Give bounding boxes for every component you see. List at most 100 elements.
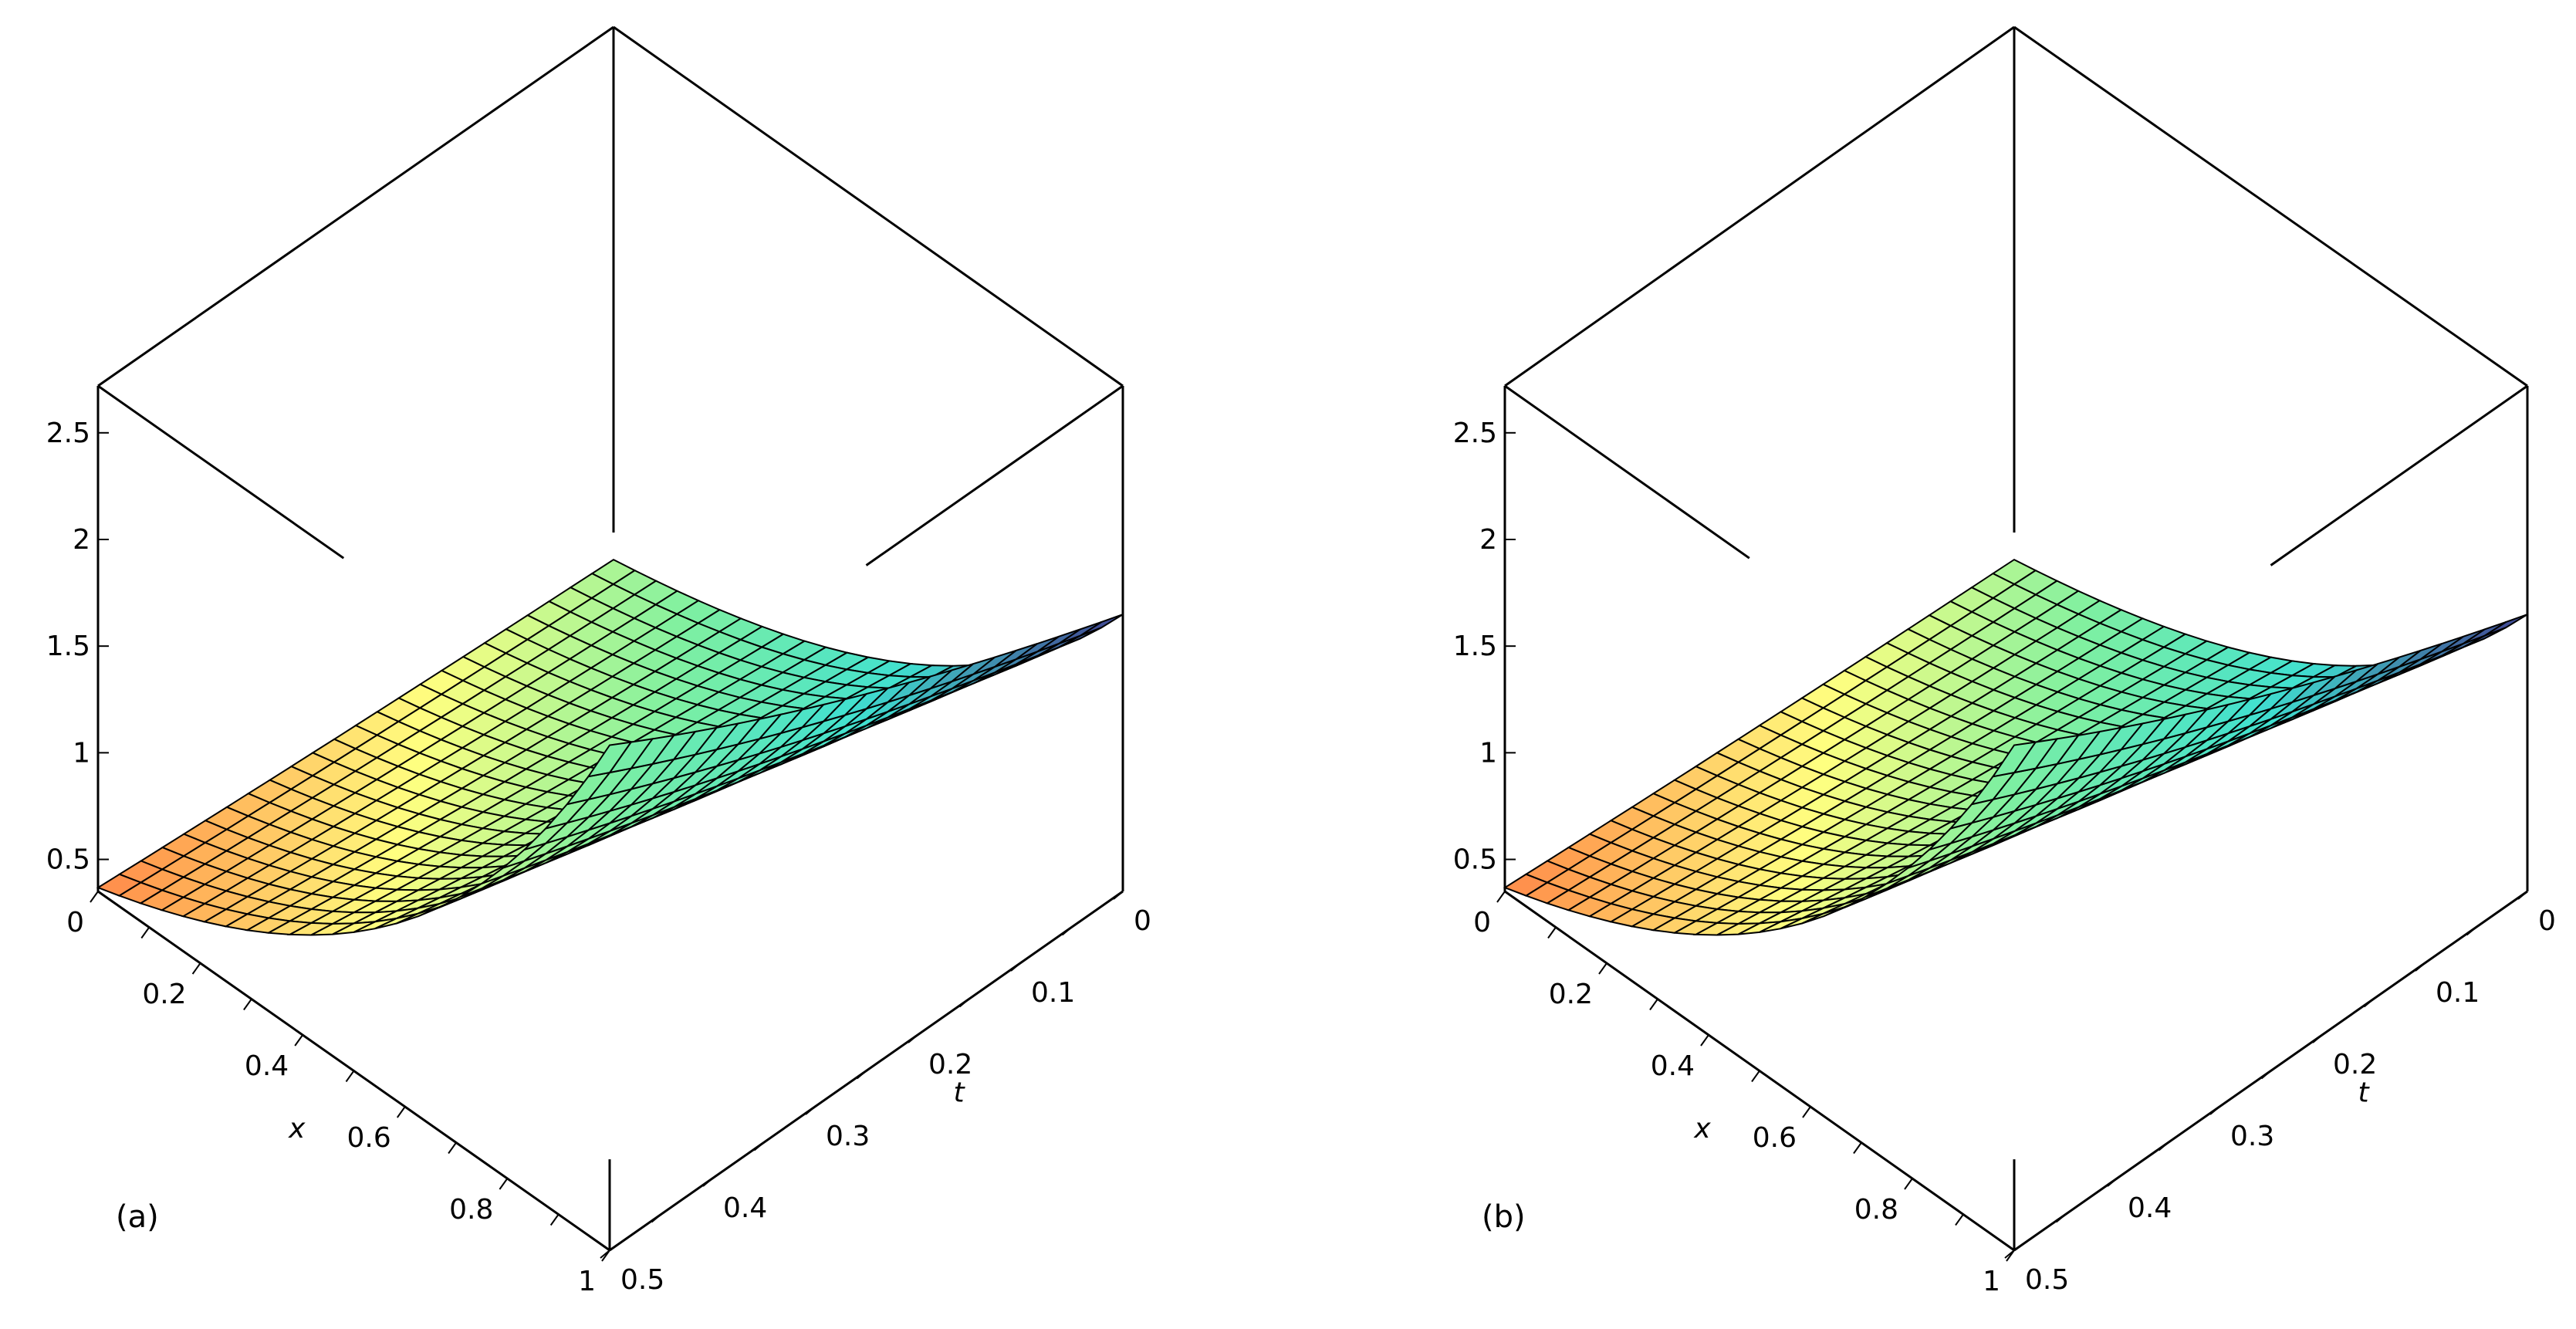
surface-patch	[1080, 614, 1124, 637]
t-tick-label: 0.3	[2230, 1121, 2274, 1152]
x-tick	[396, 1106, 406, 1118]
x-tick	[1700, 1034, 1709, 1047]
x-tick	[1955, 1213, 1964, 1226]
x-tick	[1547, 926, 1557, 939]
z-tick-label: 2	[73, 524, 90, 556]
t-tick	[2209, 1106, 2220, 1115]
t-tick	[2312, 1034, 2323, 1043]
x-axis-label: x	[288, 1113, 306, 1145]
t-tick	[2260, 1070, 2272, 1080]
x-tick	[345, 1070, 355, 1083]
surface-patch	[587, 741, 633, 778]
t-tick	[2466, 926, 2477, 936]
t-tick-label: 0.1	[1031, 977, 1075, 1009]
x-tick-label: 0.6	[1753, 1122, 1797, 1154]
z-tick-label: 0.5	[1453, 844, 1497, 876]
t-tick	[856, 1070, 867, 1080]
t-tick	[2517, 891, 2528, 900]
surface	[96, 558, 1124, 936]
box-edge	[2270, 384, 2528, 566]
x-tick	[294, 1034, 304, 1047]
box-edge	[865, 384, 1124, 566]
z-tick-label: 1	[73, 737, 90, 769]
t-tick	[1010, 962, 1021, 972]
x-tick-label: 1	[1983, 1266, 2000, 1297]
x-tick	[1496, 891, 1506, 903]
x-tick	[1904, 1178, 1913, 1190]
box-edge	[1504, 384, 1750, 560]
box-edge	[97, 384, 345, 560]
t-tick	[805, 1106, 816, 1115]
t-tick-label: 0	[2538, 905, 2556, 937]
x-tick-label: 0.4	[245, 1050, 289, 1082]
surface-patch	[1058, 621, 1102, 644]
t-tick	[2363, 998, 2375, 1008]
t-tick	[908, 1034, 918, 1043]
t-tick	[702, 1178, 713, 1187]
panel-label: (a)	[116, 1199, 159, 1235]
x-tick-label: 0	[66, 907, 84, 938]
t-tick-label: 0.4	[723, 1192, 767, 1224]
t-tick-label: 0.4	[2128, 1192, 2172, 1224]
t-axis: 0.5 0.4 0.3 0.2 0.1 0 t	[2004, 891, 2556, 1296]
x-tick-label: 0.4	[1651, 1050, 1695, 1082]
z-tick-label: 1	[1479, 737, 1497, 769]
x-axis: 0 0.2 0.4 0.6 0.8 1 x	[66, 891, 610, 1297]
t-tick	[1061, 926, 1073, 936]
x-tick-label: 1	[578, 1266, 596, 1297]
t-tick-label: 0.5	[2025, 1264, 2069, 1296]
box-edge	[613, 25, 1124, 387]
x-tick	[191, 962, 201, 975]
x-axis-label: x	[1693, 1113, 1711, 1145]
t-tick	[2004, 1250, 2015, 1259]
x-tick	[448, 1141, 457, 1155]
z-tick-label: 0.5	[46, 844, 90, 876]
x-tick	[1751, 1070, 1760, 1083]
z-tick-label: 2.5	[46, 418, 90, 449]
t-tick	[2158, 1141, 2169, 1151]
box-edge	[97, 25, 614, 387]
z-tick-label: 1.5	[46, 631, 90, 662]
surface-patch	[2484, 614, 2528, 637]
x-tick-label: 0.2	[1549, 979, 1593, 1010]
t-tick	[651, 1213, 662, 1223]
x-tick	[90, 891, 99, 903]
t-tick-label: 0.2	[928, 1049, 972, 1080]
x-tick	[1802, 1106, 1811, 1118]
x-tick-label: 0.8	[449, 1194, 493, 1226]
z-tick-label: 2.5	[1453, 418, 1497, 449]
box-edge	[2013, 25, 2528, 387]
surface	[1503, 558, 2528, 936]
t-tick	[2107, 1178, 2118, 1187]
x-tick	[549, 1213, 559, 1226]
x-tick	[140, 926, 150, 939]
t-tick-label: 0.5	[620, 1264, 664, 1296]
box-edge	[1504, 25, 2015, 387]
panel-b: 0.511.522.500.20.40.60.81x0.50.40.30.20.…	[1453, 25, 2556, 1297]
x-tick-label: 0	[1473, 907, 1491, 938]
x-tick	[243, 998, 252, 1011]
t-tick-label: 0.3	[826, 1121, 870, 1152]
surface-patch	[1991, 741, 2037, 778]
z-tick-label: 2	[1479, 524, 1497, 556]
t-tick	[958, 998, 970, 1008]
t-tick-label: 0.1	[2436, 977, 2480, 1009]
t-tick	[2415, 962, 2426, 972]
t-tick	[600, 1250, 610, 1259]
x-tick	[1649, 998, 1658, 1011]
surface-patch	[2463, 621, 2507, 644]
z-axis: 0.5 1 1.5 2 2.5	[46, 418, 109, 876]
x-tick-label: 0.8	[1854, 1194, 1898, 1226]
panel-a: 0.511.522.500.20.40.60.81x0.50.40.30.20.…	[46, 25, 1151, 1297]
x-axis: 0 0.2 0.4 0.6 0.8 1 x	[1473, 891, 2015, 1297]
z-axis: 0.5 1 1.5 2 2.5	[1453, 418, 1516, 876]
t-tick-label: 0.2	[2333, 1049, 2377, 1080]
t-axis-label: t	[953, 1077, 965, 1109]
x-tick	[1853, 1141, 1862, 1155]
panel-label: (b)	[1482, 1199, 1526, 1235]
t-tick	[753, 1141, 765, 1151]
t-tick	[2055, 1213, 2067, 1223]
x-tick	[499, 1178, 509, 1190]
t-axis: 0.5 0.4 0.3 0.2 0.1 0 t	[600, 891, 1151, 1296]
